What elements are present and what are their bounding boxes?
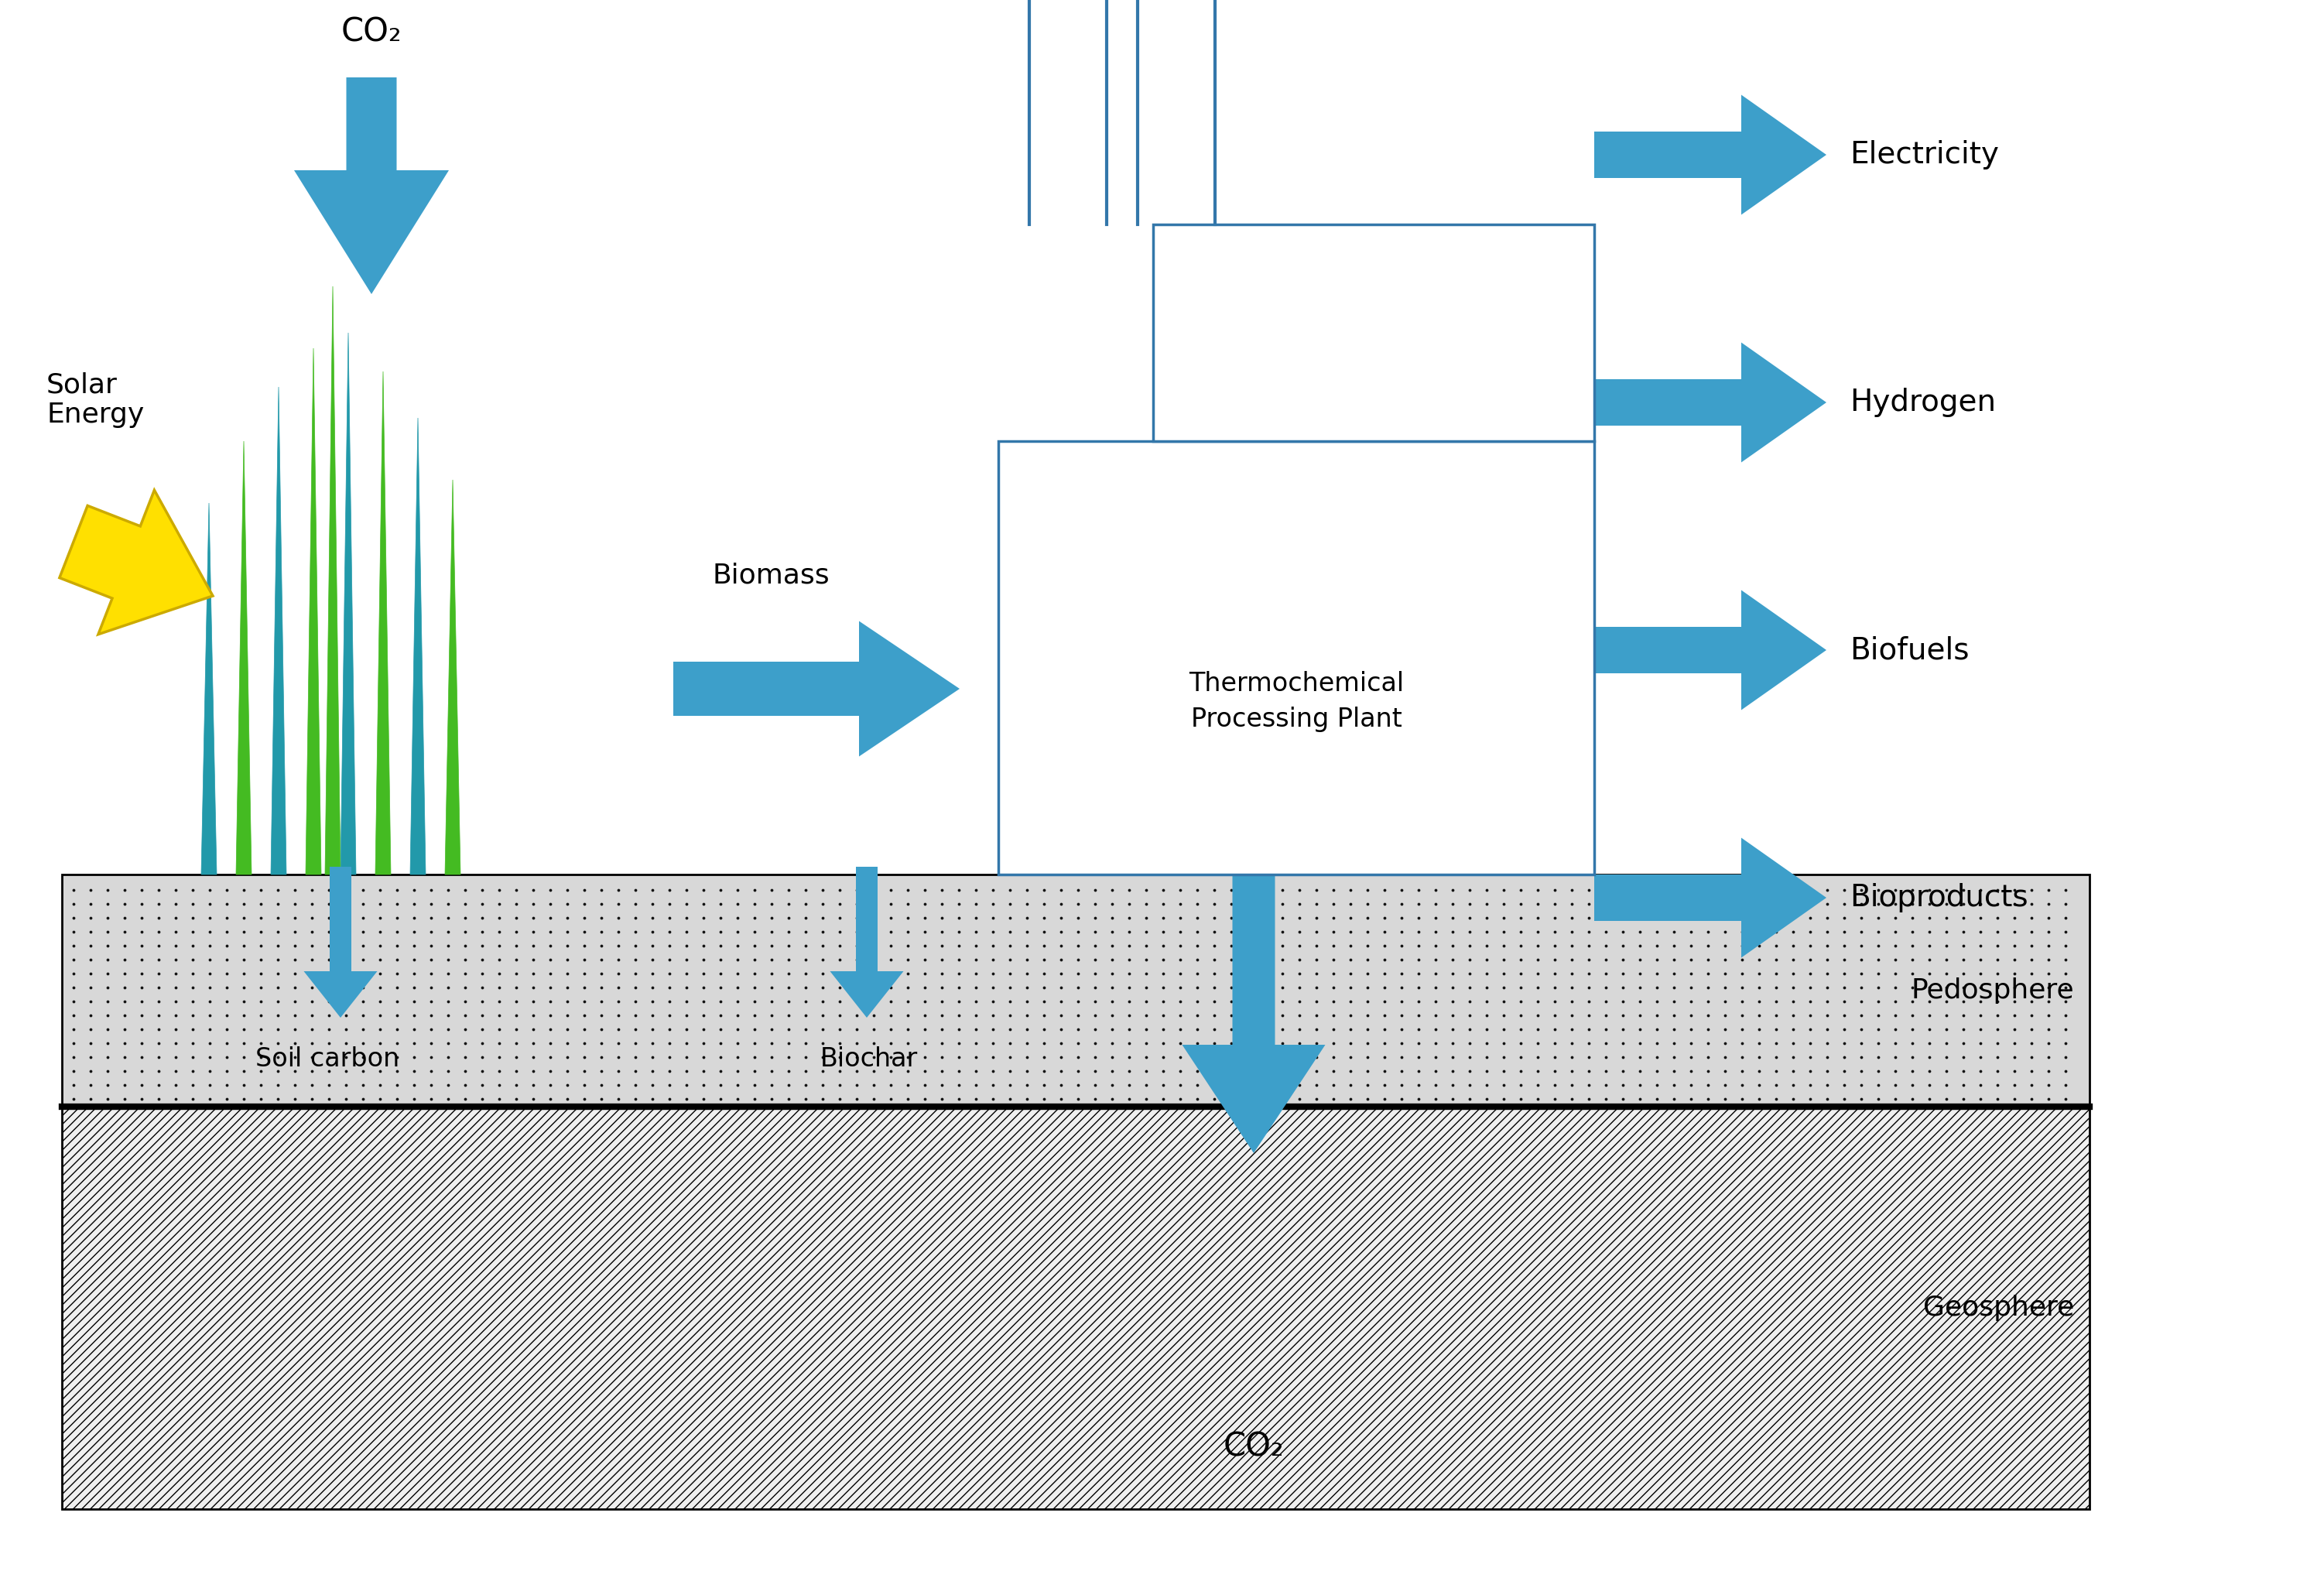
Text: Soil carbon: Soil carbon — [256, 1046, 400, 1071]
Polygon shape — [325, 286, 342, 875]
Text: Hydrogen: Hydrogen — [1850, 388, 1996, 418]
Polygon shape — [237, 441, 251, 875]
Text: Bioproducts: Bioproducts — [1850, 883, 2029, 913]
Text: Pedosphere: Pedosphere — [1910, 977, 2073, 1004]
Text: Biochar: Biochar — [820, 1046, 918, 1071]
FancyArrow shape — [1594, 342, 1827, 462]
FancyArrow shape — [295, 77, 449, 294]
Polygon shape — [202, 503, 216, 875]
FancyArrow shape — [1594, 591, 1827, 710]
Polygon shape — [272, 386, 286, 875]
FancyArrow shape — [1594, 94, 1827, 215]
Bar — [999, 441, 1594, 875]
Bar — [63, 875, 2089, 1106]
Bar — [63, 1106, 2089, 1510]
FancyArrow shape — [1183, 851, 1325, 1153]
Text: CO₂: CO₂ — [342, 16, 402, 49]
Text: CO₂: CO₂ — [1222, 1430, 1285, 1463]
Text: Geosphere: Geosphere — [1922, 1295, 2073, 1321]
Text: Solar
Energy: Solar Energy — [46, 371, 144, 429]
FancyArrow shape — [830, 867, 904, 1018]
Polygon shape — [409, 418, 425, 875]
Polygon shape — [307, 349, 321, 875]
Polygon shape — [376, 371, 390, 875]
FancyArrow shape — [60, 490, 214, 635]
FancyArrow shape — [1594, 837, 1827, 958]
FancyArrow shape — [304, 867, 376, 1018]
Bar — [1153, 225, 1594, 441]
Text: Thermochemical
Processing Plant: Thermochemical Processing Plant — [1188, 671, 1404, 732]
Polygon shape — [342, 333, 356, 875]
Polygon shape — [444, 479, 460, 875]
FancyArrow shape — [674, 621, 960, 757]
Text: Electricity: Electricity — [1850, 140, 1999, 170]
Text: Biofuels: Biofuels — [1850, 635, 1968, 665]
Text: Biomass: Biomass — [711, 562, 830, 588]
